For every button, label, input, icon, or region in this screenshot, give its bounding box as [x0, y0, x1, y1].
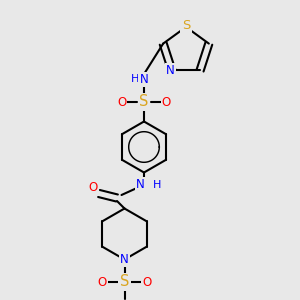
Text: N: N [140, 73, 148, 86]
Text: O: O [142, 275, 152, 289]
Text: S: S [182, 19, 190, 32]
Text: S: S [139, 94, 149, 110]
Text: S: S [120, 274, 129, 290]
Text: H: H [152, 179, 161, 190]
Text: O: O [162, 95, 171, 109]
Text: N: N [136, 178, 145, 191]
Text: N: N [166, 64, 175, 77]
Text: N: N [120, 253, 129, 266]
Text: O: O [98, 275, 106, 289]
Text: O: O [88, 181, 98, 194]
Text: O: O [117, 95, 126, 109]
Text: H: H [131, 74, 139, 85]
